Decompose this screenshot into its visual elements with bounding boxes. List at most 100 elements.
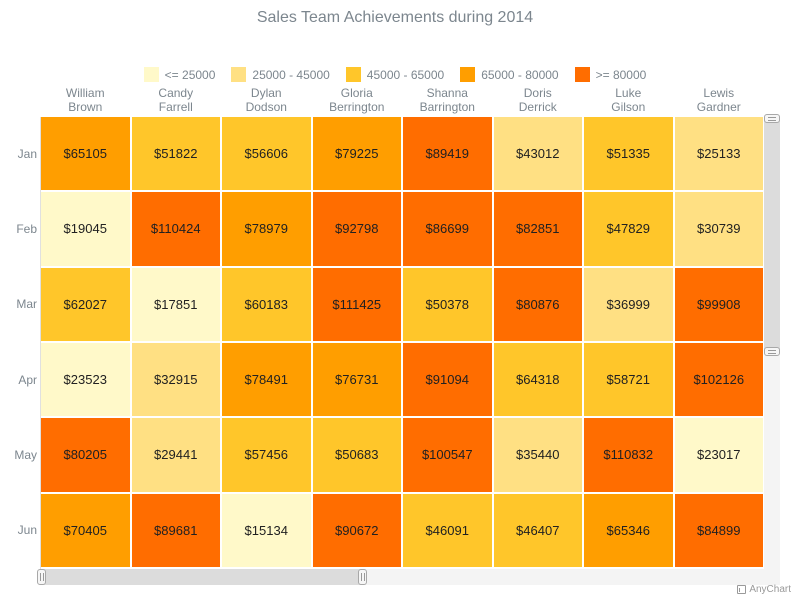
- heatmap-cell[interactable]: $110832: [584, 418, 675, 494]
- column-label: Luke Gilson: [583, 86, 674, 114]
- legend-item[interactable]: <= 25000: [143, 67, 216, 82]
- heatmap-cell[interactable]: $30739: [674, 192, 765, 268]
- heatmap-cell[interactable]: $15134: [222, 493, 313, 569]
- legend-label: 65000 - 80000: [481, 67, 559, 82]
- vertical-scroller-thumb[interactable]: [764, 117, 780, 352]
- column-label-line: William: [65, 86, 105, 100]
- heatmap-cell[interactable]: $84899: [674, 493, 765, 569]
- legend-swatch: [143, 67, 159, 82]
- heatmap-cell[interactable]: $90672: [312, 493, 403, 569]
- heatmap-cell[interactable]: $58721: [584, 343, 675, 419]
- column-label: Gloria Berrington: [312, 86, 403, 114]
- legend-label: 25000 - 45000: [252, 67, 330, 82]
- heatmap-cell[interactable]: $80876: [493, 267, 584, 343]
- heatmap-cell[interactable]: $82851: [493, 192, 584, 268]
- column-label-line: Lewis: [703, 86, 735, 100]
- legend-label: <= 25000: [164, 67, 216, 82]
- column-label-line: Shanna: [426, 86, 468, 100]
- heatmap-cell[interactable]: $51335: [584, 117, 675, 193]
- anychart-logo-icon: [737, 585, 747, 594]
- column-label: Candy Farrell: [131, 86, 222, 114]
- chart-title: Sales Team Achievements during 2014: [256, 9, 534, 26]
- vertical-scroller-bottom-handle[interactable]: [764, 347, 780, 356]
- legend-swatch: [231, 67, 247, 82]
- horizontal-scroller-right-handle[interactable]: [358, 569, 367, 585]
- column-label-line: Derrick: [518, 100, 557, 114]
- heatmap-cell[interactable]: $92798: [312, 192, 403, 268]
- heatmap-cell[interactable]: $57456: [222, 418, 313, 494]
- heatmap-cell[interactable]: $99908: [674, 267, 765, 343]
- heatmap-cell[interactable]: $43012: [493, 117, 584, 193]
- column-label-line: Dodson: [245, 100, 287, 114]
- heatmap-cell[interactable]: $65105: [41, 117, 132, 193]
- legend-label: >= 80000: [595, 67, 647, 82]
- heatmap-cell[interactable]: $102126: [674, 343, 765, 419]
- heatmap-cell[interactable]: $23523: [41, 343, 132, 419]
- heatmap-cell[interactable]: $64318: [493, 343, 584, 419]
- horizontal-scroller-left-handle[interactable]: [37, 569, 46, 585]
- heatmap-cell[interactable]: $78979: [222, 192, 313, 268]
- legend-item[interactable]: 45000 - 65000: [345, 67, 445, 82]
- horizontal-scroller-thumb[interactable]: [40, 569, 363, 585]
- column-label: Lewis Gardner: [674, 86, 765, 114]
- heatmap-cell[interactable]: $89419: [403, 117, 494, 193]
- heatmap-cell[interactable]: $50378: [403, 267, 494, 343]
- heatmap-cell[interactable]: $32915: [131, 343, 222, 419]
- column-label-line: Doris: [523, 86, 552, 100]
- column-label: William Brown: [40, 86, 131, 114]
- column-label-line: Candy: [158, 86, 194, 100]
- heatmap-cell[interactable]: $17851: [131, 267, 222, 343]
- row-label: Apr: [18, 372, 37, 387]
- heatmap-cell[interactable]: $19045: [41, 192, 132, 268]
- row-label: Jun: [17, 523, 37, 538]
- heatmap-cell[interactable]: $76731: [312, 343, 403, 419]
- heatmap-cell[interactable]: $50683: [312, 418, 403, 494]
- column-label-line: Barrington: [419, 100, 475, 114]
- column-label: Doris Derrick: [493, 86, 584, 114]
- heatmap-cell[interactable]: $35440: [493, 418, 584, 494]
- heatmap-cell[interactable]: $23017: [674, 418, 765, 494]
- heatmap-cell[interactable]: $25133: [674, 117, 765, 193]
- row-label: Mar: [16, 297, 37, 312]
- heatmap-cell[interactable]: $51822: [131, 117, 222, 193]
- legend-item[interactable]: 65000 - 80000: [460, 67, 559, 82]
- heatmap-cell[interactable]: $110424: [131, 192, 222, 268]
- legend-label: 45000 - 65000: [366, 67, 445, 82]
- heatmap-cell[interactable]: $46091: [403, 493, 494, 569]
- row-label: Feb: [16, 222, 37, 236]
- column-label-line: Brown: [68, 100, 103, 114]
- legend-swatch: [345, 67, 361, 82]
- vertical-scroller-top-handle[interactable]: [764, 114, 780, 123]
- legend-item[interactable]: >= 80000: [574, 67, 647, 82]
- heatmap-cell[interactable]: $79225: [312, 117, 403, 193]
- heatmap-cell[interactable]: $47829: [584, 192, 675, 268]
- legend-item[interactable]: 25000 - 45000: [231, 67, 330, 82]
- legend-swatch: [574, 67, 590, 82]
- heatmap-cell[interactable]: $80205: [41, 418, 132, 494]
- heatmap-cell[interactable]: $65346: [584, 493, 675, 569]
- anychart-credit[interactable]: AnyChart: [737, 584, 791, 595]
- heatmap-cell[interactable]: $70405: [41, 493, 132, 569]
- column-label-line: Luke: [615, 86, 642, 100]
- column-label-line: Gardner: [696, 100, 741, 114]
- heatmap-cell[interactable]: $29441: [131, 418, 222, 494]
- row-label: May: [14, 448, 37, 462]
- column-label-line: Gilson: [611, 100, 646, 114]
- heatmap-cell[interactable]: $100547: [403, 418, 494, 494]
- heatmap-cell[interactable]: $46407: [493, 493, 584, 569]
- row-label: Jan: [17, 146, 37, 161]
- heatmap-cell[interactable]: $91094: [403, 343, 494, 419]
- heatmap-cell[interactable]: $86699: [403, 192, 494, 268]
- column-label: Dylan Dodson: [221, 86, 312, 114]
- heatmap-cell[interactable]: $60183: [222, 267, 313, 343]
- heatmap-cell[interactable]: $56606: [222, 117, 313, 193]
- heatmap-cell[interactable]: $36999: [584, 267, 675, 343]
- heatmap-cell[interactable]: $62027: [41, 267, 132, 343]
- column-label-line: Farrell: [158, 100, 193, 114]
- heatmap-cell[interactable]: $78491: [222, 343, 313, 419]
- heatmap-cell[interactable]: $111425: [312, 267, 403, 343]
- legend-swatch: [460, 67, 476, 82]
- column-label-line: Dylan: [250, 86, 282, 100]
- credit-text: AnyChart: [749, 584, 791, 595]
- heatmap-cell[interactable]: $89681: [131, 493, 222, 569]
